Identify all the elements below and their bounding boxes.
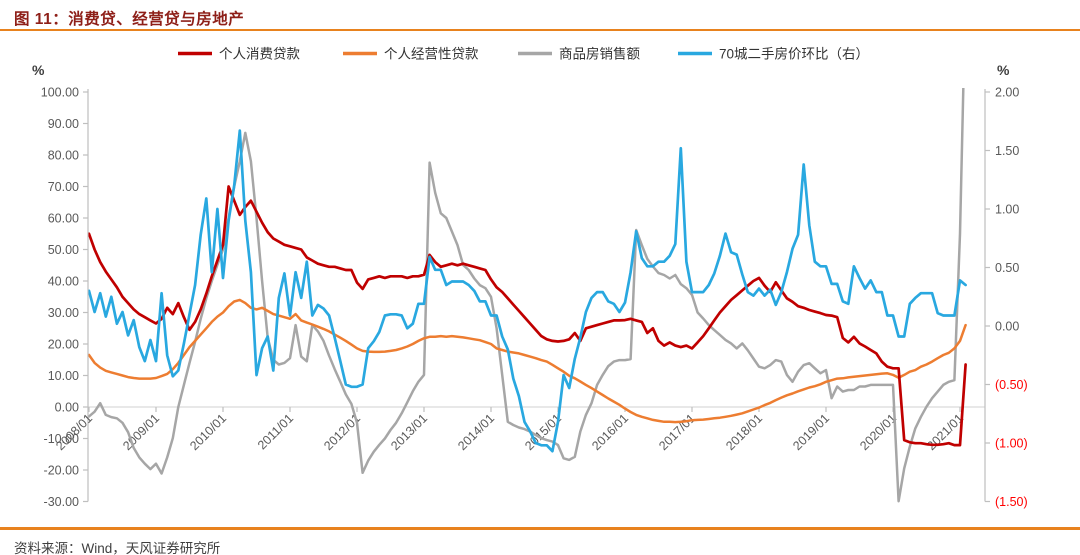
left-axis-tick-label: 80.00 [48,149,79,163]
left-axis-tick-label: 60.00 [48,212,79,226]
left-axis-tick-label: 70.00 [48,180,79,194]
left-axis-tick-label: -20.00 [44,464,79,478]
right-axis-tick-label: 0.50 [995,261,1019,275]
figure-title: 图 11：消费贷、经营贷与房地产 [14,11,245,28]
x-axis-tick-label: 2020/01 [857,411,899,453]
left-axis-tick-label: 10.00 [48,369,79,383]
right-axis-tick-label: (1.50) [995,495,1028,509]
right-axis-tick-label: (1.00) [995,437,1028,451]
legend-label: 个人经营性贷款 [384,47,479,62]
right-axis-tick-label: 1.00 [995,203,1019,217]
right-axis-tick-label: 0.00 [995,320,1019,334]
legend-item: 个人消费贷款 [178,47,300,62]
source-note: 资料来源：Wind，天风证券研究所 [14,541,221,555]
x-axis-tick-label: 2018/01 [723,411,765,453]
legend-item: 70城二手房价环比（右） [678,47,869,62]
footer-divider [0,527,1080,530]
series-line-3 [88,129,967,453]
legend-item: 商品房销售额 [518,47,640,62]
title-divider [0,29,1080,31]
series-line-0 [88,185,967,447]
left-axis-tick-label: 40.00 [48,275,79,289]
right-axis-tick-label: 2.00 [995,86,1019,100]
right-axis-tick-label: 1.50 [995,144,1019,158]
x-axis-tick-label: 2017/01 [656,411,698,453]
left-axis-tick-label: 20.00 [48,338,79,352]
x-axis-tick-label: 2011/01 [255,411,296,452]
left-axis-tick-label: 0.00 [55,401,79,415]
left-axis-tick-label: 90.00 [48,117,79,131]
x-axis-tick-label: 2016/01 [589,411,631,453]
x-axis-tick-label: 2010/01 [187,411,229,453]
legend-label: 个人消费贷款 [219,47,300,62]
right-axis-unit: % [997,62,1010,78]
series-line-1 [88,298,967,424]
left-axis-unit: % [32,62,45,78]
x-axis-tick-label: 2014/01 [455,411,497,453]
right-axis-tick-label: (0.50) [995,378,1028,392]
x-axis-tick-label: 2019/01 [790,411,832,453]
x-axis-tick-label: 2009/01 [120,411,162,453]
left-axis-tick-label: 50.00 [48,243,79,257]
x-axis-tick-label: 2013/01 [388,411,430,453]
legend-label: 70城二手房价环比（右） [719,47,869,62]
legend-item: 个人经营性贷款 [343,47,479,62]
left-axis-tick-label: -10.00 [44,432,79,446]
legend-label: 商品房销售额 [559,47,640,62]
left-axis-tick-label: -30.00 [44,495,79,509]
left-axis-tick-label: 30.00 [48,306,79,320]
left-axis-tick-label: 100.00 [41,86,79,100]
